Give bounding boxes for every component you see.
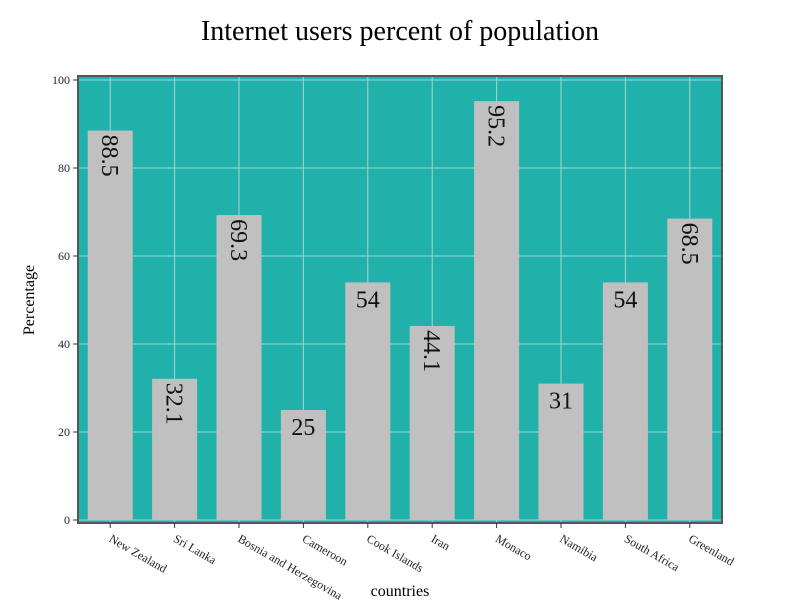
bar-value-label: 54 bbox=[356, 287, 380, 313]
bar-value-label: 69.3 bbox=[225, 219, 251, 261]
bar-value-label: 44.1 bbox=[418, 330, 444, 372]
x-tick-label: Namibia bbox=[558, 531, 601, 564]
x-tick-label: Bosnia and Herzegovina bbox=[236, 531, 346, 600]
y-tick-label: 60 bbox=[58, 249, 70, 263]
bar bbox=[87, 130, 133, 520]
chart-title: Internet users percent of population bbox=[201, 16, 599, 47]
bar bbox=[474, 101, 520, 521]
bar bbox=[409, 325, 455, 520]
x-tick-label: Cameroon bbox=[300, 531, 350, 568]
x-tick-label: Iran bbox=[429, 531, 453, 553]
y-axis: 0 20 40 60 80 100 bbox=[52, 73, 78, 527]
y-tick-label: 80 bbox=[58, 161, 70, 175]
bar-value-label: 31 bbox=[549, 389, 573, 415]
bars bbox=[87, 101, 713, 521]
bar bbox=[538, 383, 584, 520]
bar-value-label: 95.2 bbox=[483, 105, 509, 147]
x-tick-label: South Africa bbox=[622, 531, 682, 574]
bar-value-label: 88.5 bbox=[96, 135, 122, 177]
bar bbox=[216, 215, 262, 520]
bar bbox=[345, 282, 391, 520]
bar bbox=[280, 410, 326, 520]
x-tick-label: Cook Islands bbox=[364, 531, 426, 575]
x-tick-label: Greenland bbox=[686, 531, 736, 568]
bar-value-label: 68.5 bbox=[676, 223, 702, 265]
bar-value-labels: 88.5 32.1 69.3 25 54 44.1 95.2 31 54 68.5 bbox=[96, 105, 702, 441]
x-tick-label: Monaco bbox=[493, 531, 534, 563]
y-tick-label: 100 bbox=[52, 73, 70, 87]
plot-frame bbox=[77, 75, 723, 524]
bar bbox=[667, 218, 713, 520]
y-tick-label: 40 bbox=[58, 337, 70, 351]
y-tick-label: 20 bbox=[58, 425, 70, 439]
bar-value-label: 32.1 bbox=[161, 383, 187, 425]
bar-value-label: 54 bbox=[613, 287, 637, 313]
x-tick-label: New Zealand bbox=[107, 531, 170, 575]
x-tick-label: Sri Lanka bbox=[171, 531, 219, 567]
bar bbox=[602, 282, 648, 520]
y-tick-label: 0 bbox=[64, 513, 70, 527]
y-axis-title: Percentage bbox=[21, 265, 38, 335]
bar-value-label: 25 bbox=[291, 415, 315, 441]
x-axis-title: countries bbox=[371, 583, 430, 600]
bar bbox=[152, 378, 198, 520]
